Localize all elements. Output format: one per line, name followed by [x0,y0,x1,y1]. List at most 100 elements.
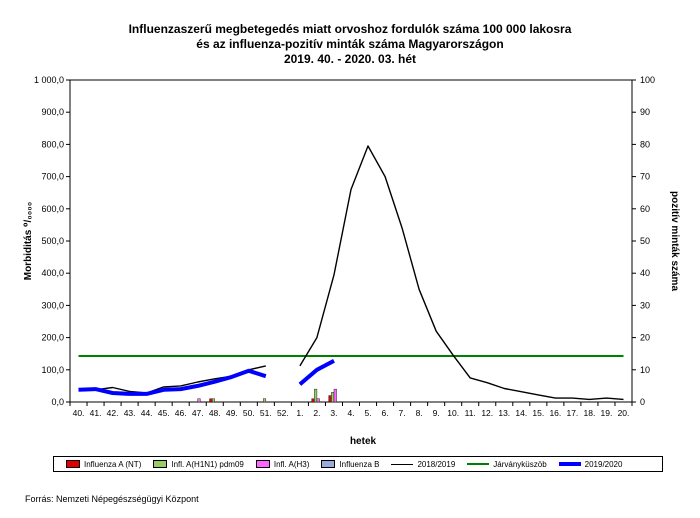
chart-title-line-2: és az influenza-pozitív minták száma Mag… [196,37,504,51]
legend-item: 2019/2020 [558,459,623,469]
x-tick-label: 17. [566,408,578,418]
x-tick-label: 16. [549,408,561,418]
x-tick-label: 51. [260,408,272,418]
y-tick-label-right: 60 [640,204,650,214]
legend-item: Infl. A(H3) [255,459,310,469]
bar [333,388,337,403]
y-tick-label-left: 600,0 [41,204,64,214]
y-tick-label-left: 900,0 [41,107,64,117]
legend-label: Infl. A(H3) [273,459,310,469]
x-tick-label: 1. [296,408,303,418]
x-tick-label: 19. [601,408,613,418]
bar [316,398,320,403]
chart-title-line-3: 2019. 40. - 2020. 03. hét [283,52,417,66]
y-tick-label-right: 10 [640,365,650,375]
y-tick-label-right: 70 [640,172,650,182]
bar-layer [197,388,337,403]
x-tick-label: 47. [192,408,204,418]
legend-line-swatch [467,463,490,465]
y-tick-label-left: 0,0 [51,397,64,407]
series-line [298,359,335,386]
legend-label: Infl. A(H1N1) pdm09 [171,459,244,469]
y-tick-label-left: 1 000,0 [34,75,64,85]
x-tick-label: 3. [330,408,337,418]
x-tick-label: 49. [226,408,238,418]
y-tick-label-left: 400,0 [41,268,64,278]
series-line [78,368,267,396]
bar [197,398,201,403]
y-tick-label-left: 300,0 [41,300,64,310]
legend-label: Influenza A (NT) [84,459,142,469]
chart-title-line-1: Influenzaszerű megbetegedés miatt orvosh… [128,22,572,36]
tick-layer: 0,0 100,0 200,0 300,0 400,0 500,0 600,0 700,0 80… [34,75,655,418]
x-axis-label: hetek [350,436,377,447]
legend-label: Influenza B [339,459,380,469]
y-tick-label-left: 200,0 [41,333,64,343]
x-tick-label: 44. [141,408,153,418]
legend-swatch [66,460,80,468]
series-line [299,145,624,401]
x-tick-label: 14. [515,408,527,418]
y-tick-label-right: 20 [640,333,650,343]
bar [209,398,213,403]
source-note: Forrás: Nemzeti Népegészségügyi Központ [25,494,199,504]
bar [328,395,332,403]
y-axis-label-left: Morbiditás ⁰/₀₀₀₀ [23,202,34,281]
line-layer [78,145,624,401]
legend-item: Infl. A(H1N1) pdm09 [153,459,244,469]
x-tick-label: 6. [382,408,389,418]
x-tick-label: 52. [277,408,289,418]
x-tick-label: 2. [313,408,320,418]
y-tick-label-left: 500,0 [41,236,64,246]
x-tick-label: 42. [107,408,119,418]
legend-item: Járványküszöb [467,459,547,469]
x-tick-label: 5. [364,408,371,418]
y-tick-label-left: 700,0 [41,172,64,182]
legend-item: 2018/2019 [391,460,455,469]
x-tick-label: 18. [584,408,596,418]
x-tick-label: 8. [416,408,423,418]
x-tick-label: 12. [481,408,493,418]
y-tick-label-right: 100 [640,75,655,85]
legend-swatch [255,460,270,468]
x-tick-label: 13. [498,408,510,418]
x-tick-label: 10. [447,408,459,418]
y-tick-label-left: 100,0 [41,365,64,375]
legend-label: 2019/2020 [584,459,623,469]
x-tick-label: 11. [465,408,476,418]
y-tick-label-left: 800,0 [41,139,64,149]
bar [331,392,335,403]
bar [311,398,315,403]
x-tick-label: 40. [73,408,85,418]
legend-label: Járványküszöb [493,459,547,469]
bar [211,398,215,403]
y-tick-label-right: 40 [640,268,650,278]
x-tick-label: 41. [90,408,102,418]
legend-item: Influenza B [321,460,379,469]
plot-frame [69,79,633,403]
x-tick-label: 15. [532,408,544,418]
legend-swatch [153,460,168,468]
y-tick-label-right: 90 [640,107,650,117]
legend-line-swatch [391,463,414,465]
x-tick-label: 46. [175,408,187,418]
x-tick-label: 20. [618,408,630,418]
x-tick-label: 48. [209,408,221,418]
y-tick-label-right: 50 [640,236,650,246]
y-tick-label-right: 30 [640,300,650,310]
y-axis-label-right: pozitív minták száma [669,191,680,291]
x-tick-label: 43. [124,408,136,418]
bar [263,398,267,403]
x-tick-label: 7. [399,408,406,418]
x-tick-label: 45. [158,408,170,418]
legend-label: 2018/2019 [417,459,456,469]
x-tick-label: 50. [243,408,255,418]
legend-item: Influenza A (NT) [66,460,141,469]
legend-swatch [321,460,336,468]
x-tick-label: 9. [433,408,440,418]
y-tick-label-right: 0 [640,397,645,407]
bar [314,388,318,403]
legend: Influenza A (NT) Infl. A(H1N1) pdm09 Infl.… [53,456,663,472]
chart-area: 0,0 100,0 200,0 300,0 400,0 500,0 600,0 700,0 80… [23,75,680,447]
legend-line-swatch [558,462,581,466]
